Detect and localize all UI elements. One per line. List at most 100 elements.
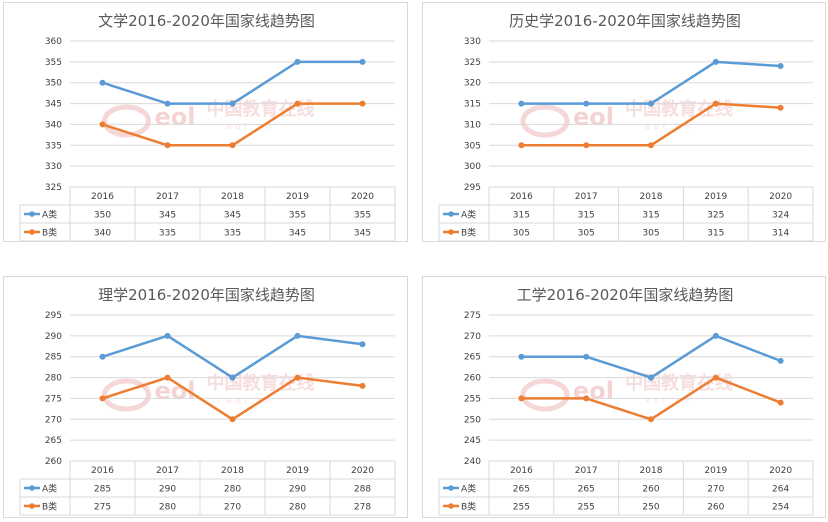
watermark-logo-mark bbox=[520, 378, 570, 412]
x-tick-label: 2020 bbox=[769, 466, 792, 476]
chart-title: 文学2016-2020年国家线趋势图 bbox=[98, 12, 315, 30]
legend-label: A类 bbox=[461, 483, 476, 495]
watermark-subtext: eol.cn bbox=[645, 122, 693, 131]
legend-marker bbox=[448, 229, 454, 235]
data-table-cell: 275 bbox=[94, 503, 111, 513]
data-table-cell: 324 bbox=[772, 211, 789, 221]
y-tick-label: 260 bbox=[464, 374, 481, 384]
data-table-cell: 314 bbox=[772, 229, 789, 239]
y-tick-label: 355 bbox=[45, 58, 62, 68]
x-tick-label: 2017 bbox=[575, 466, 598, 476]
data-table-cell: 288 bbox=[354, 485, 371, 495]
y-tick-label: 320 bbox=[464, 79, 481, 89]
y-tick-label: 345 bbox=[45, 100, 62, 110]
data-table-cell: 280 bbox=[159, 503, 176, 513]
chart-panel-literature: 文学2016-2020年国家线趋势图 eol 中国教育在线 eol.cn 325 330 3… bbox=[3, 2, 408, 242]
watermark-logo-text: eol bbox=[573, 103, 614, 131]
x-tick-label: 2019 bbox=[286, 466, 309, 476]
data-point bbox=[359, 58, 366, 65]
watermark-subtext: eol.cn bbox=[227, 122, 275, 131]
y-tick-label: 325 bbox=[464, 58, 481, 68]
y-tick-label: 360 bbox=[45, 37, 62, 47]
data-table-cell: 250 bbox=[642, 503, 659, 513]
x-tick-label: 2020 bbox=[351, 192, 374, 202]
data-point bbox=[164, 332, 171, 339]
y-tick-label: 255 bbox=[464, 394, 481, 404]
data-table-cell: 254 bbox=[772, 503, 789, 513]
y-tick-label: 245 bbox=[464, 436, 481, 446]
x-tick-label: 2016 bbox=[91, 192, 114, 202]
x-tick-label: 2016 bbox=[91, 466, 114, 476]
legend-label: B类 bbox=[42, 501, 57, 513]
data-point bbox=[229, 416, 236, 423]
data-table-cell: 350 bbox=[94, 211, 111, 221]
x-tick-label: 2019 bbox=[704, 192, 727, 202]
data-point bbox=[164, 374, 171, 381]
data-point bbox=[777, 399, 784, 406]
data-point bbox=[712, 100, 719, 107]
y-tick-label: 285 bbox=[45, 353, 62, 363]
data-point bbox=[99, 395, 106, 402]
data-point bbox=[712, 374, 719, 381]
data-table-cell: 305 bbox=[578, 229, 595, 239]
x-tick-label: 2017 bbox=[575, 192, 598, 202]
x-tick-label: 2016 bbox=[510, 192, 533, 202]
data-table-cell: 260 bbox=[642, 485, 659, 495]
data-point bbox=[164, 142, 171, 149]
data-point bbox=[583, 142, 590, 149]
watermark-logo-mark bbox=[102, 104, 151, 138]
data-table-cell: 305 bbox=[513, 229, 530, 239]
data-point bbox=[648, 142, 654, 149]
x-tick-label: 2018 bbox=[221, 466, 244, 476]
y-tick-label: 260 bbox=[45, 457, 62, 467]
data-table-cell: 255 bbox=[578, 503, 595, 513]
y-tick-label: 300 bbox=[464, 162, 481, 172]
data-point bbox=[583, 100, 590, 107]
legend-label: A类 bbox=[42, 483, 57, 495]
data-table-cell: 345 bbox=[289, 229, 306, 239]
data-point bbox=[518, 100, 525, 107]
chart-panel-science: 理学2016-2020年国家线趋势图 eol 中国教育在线 eol.cn 260 265 2… bbox=[3, 276, 408, 518]
x-tick-label: 2020 bbox=[351, 466, 374, 476]
data-point bbox=[648, 416, 654, 423]
data-point bbox=[777, 357, 784, 364]
data-table-cell: 290 bbox=[159, 485, 176, 495]
data-table-cell: 264 bbox=[772, 485, 789, 495]
data-point bbox=[583, 395, 590, 402]
watermark-subtext: eol.cn bbox=[227, 396, 275, 405]
y-tick-label: 265 bbox=[45, 436, 62, 446]
data-table-cell: 315 bbox=[642, 211, 659, 221]
legend-marker bbox=[448, 503, 454, 509]
data-table-cell: 305 bbox=[642, 229, 659, 239]
data-table-cell: 345 bbox=[159, 211, 176, 221]
data-point bbox=[359, 382, 366, 389]
data-table-cell: 290 bbox=[289, 485, 306, 495]
y-tick-label: 270 bbox=[45, 415, 62, 425]
data-table-cell: 345 bbox=[224, 211, 241, 221]
y-tick-label: 305 bbox=[464, 141, 481, 151]
chart-panel-history: 历史学2016-2020年国家线趋势图 eol 中国教育在线 eol.cn 295 300… bbox=[422, 2, 826, 242]
data-point bbox=[294, 100, 301, 107]
data-table-cell: 340 bbox=[94, 229, 111, 239]
legend-marker bbox=[29, 503, 35, 509]
data-point bbox=[648, 374, 654, 381]
data-table-cell: 335 bbox=[159, 229, 176, 239]
data-point bbox=[164, 100, 171, 107]
data-point bbox=[583, 353, 590, 360]
data-point bbox=[99, 121, 106, 128]
x-tick-label: 2018 bbox=[640, 466, 663, 476]
data-point bbox=[229, 142, 236, 149]
data-point bbox=[518, 353, 525, 360]
data-table-cell: 315 bbox=[707, 229, 724, 239]
x-tick-label: 2020 bbox=[769, 192, 792, 202]
data-table-cell: 280 bbox=[289, 503, 306, 513]
data-point bbox=[518, 142, 525, 149]
legend-label: B类 bbox=[461, 501, 476, 513]
y-tick-label: 295 bbox=[464, 183, 481, 193]
y-tick-label: 270 bbox=[464, 332, 481, 342]
data-point bbox=[359, 100, 366, 107]
watermark-logo-mark bbox=[520, 104, 570, 138]
y-tick-label: 265 bbox=[464, 353, 481, 363]
